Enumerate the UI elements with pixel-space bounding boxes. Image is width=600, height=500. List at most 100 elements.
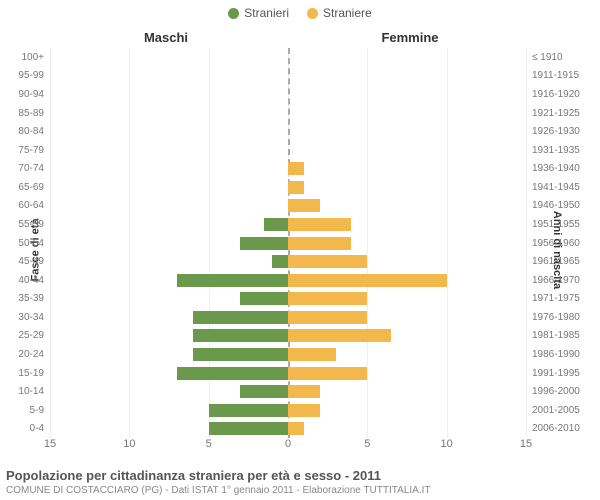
bar-rows: 100+≤ 191095-991911-191590-941916-192085… [50, 48, 526, 438]
bar-male [209, 404, 288, 417]
age-label: 10-14 [18, 386, 44, 397]
birth-year-label: 1971-1975 [532, 293, 580, 304]
legend-swatch-male [228, 8, 239, 19]
age-label: 15-19 [18, 368, 44, 379]
age-row: 50-541956-1960 [50, 234, 526, 253]
bar-female [288, 348, 336, 361]
age-row: 90-941916-1920 [50, 85, 526, 104]
birth-year-label: 1946-1950 [532, 200, 580, 211]
age-row: 35-391971-1975 [50, 290, 526, 309]
birth-year-label: 1996-2000 [532, 386, 580, 397]
legend-label-male: Stranieri [244, 6, 289, 20]
age-row: 5-92001-2005 [50, 401, 526, 420]
x-axis: 15105051015 [50, 438, 526, 454]
bar-female [288, 329, 391, 342]
bar-female [288, 162, 304, 175]
bar-female [288, 199, 320, 212]
age-label: 5-9 [30, 405, 44, 416]
age-row: 60-641946-1950 [50, 197, 526, 216]
birth-year-label: ≤ 1910 [532, 52, 563, 63]
age-label: 0-4 [30, 423, 44, 434]
chart-footer: Popolazione per cittadinanza straniera p… [6, 468, 600, 496]
bar-male [193, 311, 288, 324]
birth-year-label: 1936-1940 [532, 163, 580, 174]
chart-title: Popolazione per cittadinanza straniera p… [6, 468, 600, 483]
age-row: 45-491961-1965 [50, 252, 526, 271]
birth-year-label: 1986-1990 [532, 349, 580, 360]
age-row: 95-991911-1915 [50, 67, 526, 86]
plot-area: 100+≤ 191095-991911-191590-941916-192085… [50, 48, 526, 438]
x-tick-label: 5 [206, 438, 212, 450]
legend-item-female: Straniere [307, 6, 372, 20]
bar-male [209, 422, 288, 435]
birth-year-label: 1951-1955 [532, 219, 580, 230]
bar-male [240, 237, 288, 250]
bar-female [288, 181, 304, 194]
age-label: 100+ [21, 52, 44, 63]
bar-male [177, 274, 288, 287]
age-row: 15-191991-1995 [50, 364, 526, 383]
x-tick-label: 10 [123, 438, 135, 450]
age-row: 55-591951-1955 [50, 215, 526, 234]
age-label: 20-24 [18, 349, 44, 360]
birth-year-label: 1911-1915 [532, 70, 579, 81]
age-label: 70-74 [18, 163, 44, 174]
birth-year-label: 1941-1945 [532, 182, 580, 193]
age-label: 50-54 [18, 238, 44, 249]
age-row: 40-441966-1970 [50, 271, 526, 290]
age-row: 100+≤ 1910 [50, 48, 526, 67]
bar-male [264, 218, 288, 231]
x-tick-label: 15 [520, 438, 532, 450]
x-tick-label: 10 [441, 438, 453, 450]
birth-year-label: 1976-1980 [532, 312, 580, 323]
birth-year-label: 2006-2010 [532, 423, 580, 434]
side-title-male: Maschi [0, 30, 288, 45]
bar-female [288, 292, 367, 305]
age-row: 70-741936-1940 [50, 159, 526, 178]
bar-male [193, 348, 288, 361]
age-row: 75-791931-1935 [50, 141, 526, 160]
bar-male [240, 385, 288, 398]
birth-year-label: 1966-1970 [532, 275, 580, 286]
legend-item-male: Stranieri [228, 6, 289, 20]
bar-male [193, 329, 288, 342]
age-label: 90-94 [18, 89, 44, 100]
bar-female [288, 385, 320, 398]
age-row: 0-42006-2010 [50, 420, 526, 439]
side-titles: Maschi Femmine [0, 30, 600, 45]
chart-subtitle: COMUNE DI COSTACCIARO (PG) - Dati ISTAT … [6, 485, 600, 496]
bar-female [288, 218, 351, 231]
age-label: 35-39 [18, 293, 44, 304]
legend: Stranieri Straniere [0, 0, 600, 20]
legend-label-female: Straniere [323, 6, 372, 20]
age-label: 95-99 [18, 70, 44, 81]
bar-female [288, 274, 447, 287]
bar-male [272, 255, 288, 268]
age-label: 30-34 [18, 312, 44, 323]
age-row: 25-291981-1985 [50, 327, 526, 346]
birth-year-label: 1916-1920 [532, 89, 580, 100]
chart-container: Stranieri Straniere Maschi Femmine Fasce… [0, 0, 600, 500]
birth-year-label: 1956-1960 [532, 238, 580, 249]
side-title-female: Femmine [288, 30, 600, 45]
age-label: 25-29 [18, 330, 44, 341]
age-label: 80-84 [18, 126, 44, 137]
bar-female [288, 422, 304, 435]
x-tick-label: 15 [44, 438, 56, 450]
age-label: 60-64 [18, 200, 44, 211]
bar-male [177, 367, 288, 380]
bar-female [288, 237, 351, 250]
age-row: 30-341976-1980 [50, 308, 526, 327]
age-label: 40-44 [18, 275, 44, 286]
x-tick-label: 0 [285, 438, 291, 450]
bar-female [288, 255, 367, 268]
legend-swatch-female [307, 8, 318, 19]
age-label: 75-79 [18, 145, 44, 156]
gridline [526, 48, 527, 438]
bar-female [288, 404, 320, 417]
age-label: 65-69 [18, 182, 44, 193]
birth-year-label: 1921-1925 [532, 108, 580, 119]
birth-year-label: 1981-1985 [532, 330, 580, 341]
birth-year-label: 1926-1930 [532, 126, 580, 137]
age-row: 20-241986-1990 [50, 345, 526, 364]
